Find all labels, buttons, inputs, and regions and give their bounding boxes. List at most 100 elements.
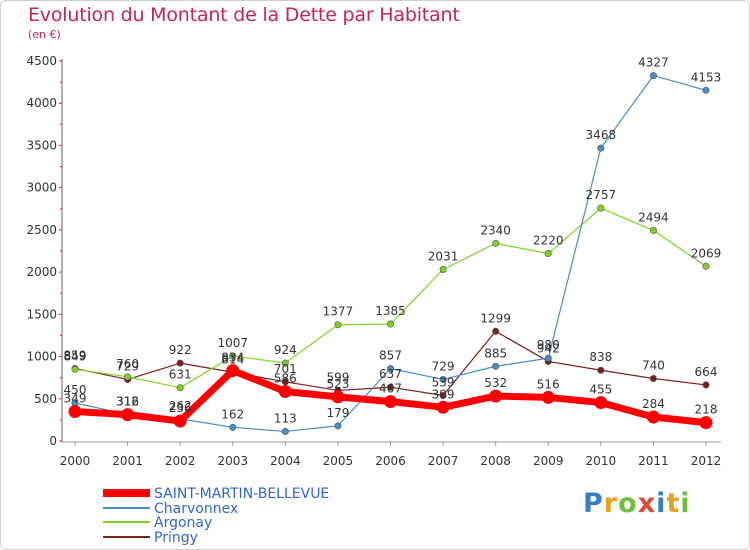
data-label: 729 bbox=[116, 359, 139, 373]
chart-title: Evolution du Montant de la Dette par Hab… bbox=[28, 4, 460, 26]
data-point bbox=[541, 390, 555, 404]
data-label: 1377 bbox=[323, 305, 354, 319]
data-point bbox=[649, 226, 657, 234]
data-point bbox=[121, 408, 135, 422]
data-label: 399 bbox=[432, 387, 455, 401]
data-label: 859 bbox=[64, 348, 87, 362]
data-label: 262 bbox=[169, 399, 192, 413]
data-label: 2069 bbox=[691, 246, 722, 260]
data-point bbox=[384, 395, 397, 409]
legend-label: Argonay bbox=[154, 515, 212, 531]
data-point bbox=[68, 405, 82, 419]
data-point bbox=[492, 362, 500, 370]
data-point bbox=[702, 262, 710, 270]
data-label: 523 bbox=[326, 377, 349, 391]
data-point bbox=[439, 265, 447, 273]
data-point bbox=[278, 385, 292, 399]
y-tick-label: 0 bbox=[49, 434, 57, 448]
data-labels-layer: 349 312 236 834 586 523 467 399 532 516 455 284 218 4… bbox=[64, 56, 722, 426]
logo-letter: o bbox=[618, 488, 638, 519]
data-label: 455 bbox=[589, 383, 612, 397]
data-point bbox=[229, 423, 237, 431]
data-label: 885 bbox=[484, 346, 507, 360]
data-point bbox=[597, 144, 605, 152]
x-tick-label: 2012 bbox=[691, 454, 722, 468]
data-label: 631 bbox=[169, 368, 192, 382]
proxiti-logo: Proxiti bbox=[583, 488, 691, 519]
data-point bbox=[489, 389, 503, 403]
data-label: 814 bbox=[221, 352, 244, 366]
data-label: 740 bbox=[642, 359, 665, 373]
data-label: 637 bbox=[379, 367, 402, 381]
data-point bbox=[386, 365, 394, 373]
data-label: 349 bbox=[64, 392, 87, 406]
data-point bbox=[281, 359, 289, 367]
x-tick-label: 2004 bbox=[270, 454, 301, 468]
data-point bbox=[436, 400, 450, 414]
data-label: 2220 bbox=[533, 234, 564, 248]
axes: 0 500 1000 1500 2000 2500 3000 3500 4000 4500 2000… bbox=[26, 54, 721, 468]
data-point bbox=[597, 204, 605, 212]
data-label: 2757 bbox=[586, 188, 617, 202]
data-label: 162 bbox=[221, 407, 244, 421]
data-label: 922 bbox=[169, 343, 192, 357]
data-label: 539 bbox=[432, 375, 455, 389]
x-tick-label: 2006 bbox=[375, 454, 406, 468]
data-point bbox=[597, 366, 605, 374]
data-label: 532 bbox=[484, 376, 507, 390]
legend-label: Pringy bbox=[154, 530, 198, 546]
data-point bbox=[71, 365, 79, 373]
data-point bbox=[334, 321, 342, 329]
logo-letter: P bbox=[583, 488, 604, 519]
data-label: 450 bbox=[64, 383, 87, 397]
data-label: 760 bbox=[116, 357, 139, 371]
data-label: 516 bbox=[537, 377, 560, 391]
data-label: 2494 bbox=[638, 210, 669, 224]
data-label: 834 bbox=[221, 351, 244, 365]
y-tick-label: 1500 bbox=[26, 307, 57, 321]
data-label: 2340 bbox=[480, 223, 511, 237]
legend-label: SAINT-MARTIN-BELLEVUE bbox=[154, 486, 329, 502]
data-label: 924 bbox=[274, 343, 297, 357]
data-label: 1299 bbox=[480, 311, 511, 325]
x-tick-label: 2005 bbox=[323, 454, 354, 468]
y-tick-label: 4000 bbox=[26, 96, 57, 110]
data-point bbox=[229, 352, 237, 360]
data-label: 4153 bbox=[691, 70, 722, 84]
data-label: 942 bbox=[537, 341, 560, 355]
series-layer bbox=[68, 72, 713, 435]
data-label: 467 bbox=[379, 382, 402, 396]
data-label: 857 bbox=[379, 349, 402, 363]
x-tick-label: 2003 bbox=[217, 454, 248, 468]
data-point bbox=[439, 375, 447, 383]
logo-letter: t bbox=[666, 488, 681, 519]
legend: SAINT-MARTIN-BELLEVUECharvonnexArgonayPr… bbox=[103, 486, 329, 546]
logo-letter: x bbox=[637, 488, 657, 519]
data-label: 838 bbox=[589, 350, 612, 364]
data-label: 179 bbox=[326, 406, 349, 420]
data-label: 312 bbox=[116, 395, 139, 409]
x-tick-label: 2010 bbox=[586, 454, 617, 468]
x-tick-label: 2009 bbox=[533, 454, 564, 468]
data-point bbox=[646, 410, 660, 424]
data-point bbox=[281, 427, 289, 435]
data-point bbox=[124, 373, 132, 381]
data-label: 3468 bbox=[586, 128, 617, 142]
data-label: 701 bbox=[274, 362, 297, 376]
data-point bbox=[544, 250, 552, 258]
data-label: 316 bbox=[116, 394, 139, 408]
data-label: 599 bbox=[326, 370, 349, 384]
data-point bbox=[439, 391, 447, 399]
data-label: 218 bbox=[695, 403, 718, 417]
data-point bbox=[544, 354, 552, 362]
data-label: 1007 bbox=[217, 336, 248, 350]
data-label: 586 bbox=[274, 372, 297, 386]
y-tick-label: 4500 bbox=[26, 54, 57, 68]
data-label: 2031 bbox=[428, 249, 459, 263]
data-label: 849 bbox=[64, 349, 87, 363]
data-label: 284 bbox=[642, 397, 665, 411]
y-tick-label: 1000 bbox=[26, 350, 57, 364]
data-point bbox=[334, 422, 342, 430]
x-tick-label: 2008 bbox=[480, 454, 511, 468]
